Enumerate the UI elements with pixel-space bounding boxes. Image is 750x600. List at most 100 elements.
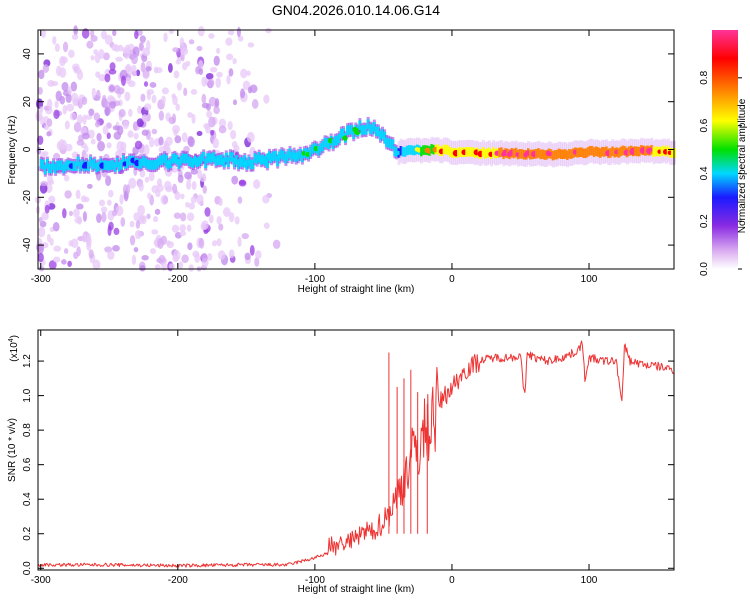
spectrogram-noise-cell — [125, 63, 132, 73]
spectrogram-noise-cell — [141, 113, 148, 123]
spectrogram-noise-cell — [160, 194, 169, 205]
spectrogram-noise-cell — [143, 81, 149, 87]
spectrogram-ridge-cell — [274, 150, 278, 161]
spectrogram-noise-cell — [179, 37, 185, 47]
spectrogram-noise-cell — [81, 28, 90, 39]
spectrogram-ridge-cell — [570, 149, 574, 159]
spectrogram-ridge-cell — [181, 153, 185, 163]
spectrogram-ridge-cell — [56, 160, 60, 171]
colorbar-tick-label: 0.4 — [699, 166, 710, 180]
spectrogram-ridge-cell — [333, 136, 337, 146]
spectrogram-noise-cell — [254, 257, 260, 267]
spectrogram-ridge-cell — [243, 155, 247, 165]
spectrogram-noise-cell — [80, 195, 87, 203]
spectrogram-ridge-cell — [381, 129, 385, 139]
spectrogram-noise-cell — [75, 189, 81, 200]
spectrogram-noise-cell — [124, 91, 131, 102]
spectrogram-ridge-cell — [119, 160, 123, 170]
spectrogram-ridge-cell — [337, 133, 341, 144]
spectrogram-noise-cell — [140, 61, 146, 73]
spectrogram-x-ticks: -300 -200 -100 0 100 — [31, 30, 598, 285]
spectrogram-x-tick-label: -100 — [305, 274, 325, 285]
spectrogram-ridge-cell — [391, 139, 395, 150]
spectrogram-noise-cell — [205, 72, 214, 80]
spectrogram-noise-cell — [88, 108, 95, 117]
spectrogram-noise-cell — [76, 114, 84, 124]
spectrogram-noise-cell — [209, 66, 218, 73]
spectrogram-ridge-cell — [446, 145, 450, 155]
spectrogram-noise-cell — [98, 199, 106, 207]
spectrogram-ridge-cell — [584, 148, 588, 158]
spectrogram-noise-cell — [134, 140, 143, 150]
spectrogram-noise-cell — [52, 221, 60, 232]
spectrogram-noise-cell — [156, 257, 163, 264]
snr-plot-area — [38, 330, 674, 570]
spectrogram-noise-cell — [151, 229, 159, 235]
spectrogram-ridge-cell — [518, 149, 522, 159]
spectrogram-noise-cell — [71, 92, 79, 103]
spectrogram-noise-cell — [71, 63, 80, 71]
spectrogram-ridge-cell — [619, 146, 623, 157]
spectrogram-noise-cell — [173, 249, 181, 261]
snr-panel: -300 -200 -100 0 100 0.0 0.2 0.4 0.6 0.8 1.0 1.2 H… — [7, 329, 675, 595]
spectrogram-noise-cell — [262, 194, 270, 204]
spectrogram-noise-cell — [69, 112, 77, 121]
spectrogram-noise-cell — [179, 224, 187, 232]
spectrogram-ridge-cell — [185, 153, 189, 164]
spectrogram-noise-cell — [112, 245, 120, 252]
spectrogram-noise-cell — [141, 254, 149, 261]
spectrogram-noise-cell — [46, 174, 53, 185]
spectrogram-ridge-cell — [89, 156, 93, 167]
spectrogram-noise-cell — [108, 68, 117, 75]
spectrogram-noise-cell — [94, 121, 101, 128]
colorbar-gradient — [712, 30, 738, 269]
spectrogram-noise-cell — [218, 223, 224, 231]
spectrogram-noise-cell — [139, 169, 146, 178]
spectrogram-ridge-cell — [138, 159, 142, 170]
spectrogram-y-ticks: -40 -20 0 20 40 — [22, 48, 674, 252]
spectrogram-noise-cell — [249, 84, 258, 94]
spectrogram-noise-cell — [107, 199, 112, 206]
spectrogram-ridge-cell — [436, 144, 440, 154]
spectrogram-ridge-cell — [638, 146, 642, 157]
spectrogram-noise-cell — [182, 62, 188, 71]
spectrogram-ridge-cell — [633, 146, 637, 156]
spectrogram-ridge-cell — [483, 149, 487, 159]
spectrogram-noise-cell — [216, 215, 222, 225]
spectrogram-ridge-cell — [553, 150, 557, 160]
spectrogram-ridge-cell — [228, 151, 232, 162]
spectrogram-noise-cell — [187, 136, 195, 148]
spectrogram-noise-cell — [62, 104, 68, 115]
spectrogram-ridge-cell — [300, 152, 304, 163]
spectrogram-noise-cell — [201, 93, 207, 104]
spectrogram-noise-cell — [196, 194, 204, 205]
spectrogram-noise-cell — [120, 217, 126, 227]
spectrogram-ridge-cell — [422, 145, 426, 155]
spectrogram-ridge-cell — [442, 144, 446, 155]
spectrogram-noise-cell — [88, 249, 94, 259]
spectrogram-ridge-cell — [654, 146, 658, 156]
spectrogram-noise-cell — [254, 250, 262, 260]
spectrogram-noise-cell — [67, 86, 72, 95]
spectrogram-x-tick-label: -300 — [31, 274, 51, 285]
spectrogram-ridge-cell — [512, 148, 516, 159]
snr-y-tick-label: 1.0 — [22, 388, 33, 402]
spectrogram-noise-cell — [181, 254, 189, 264]
spectrogram-noise-cell — [146, 91, 151, 101]
snr-marks — [37, 340, 675, 568]
spectrogram-noise-cell — [148, 171, 155, 182]
spectrogram-ridge-cell — [481, 147, 485, 157]
spectrogram-noise-cell — [204, 207, 211, 217]
spectrogram-ridge-cell — [325, 138, 329, 148]
spectrogram-noise-cell — [137, 204, 146, 216]
spectrogram-x-axis-label: Height of straight line (km) — [298, 284, 415, 295]
spectrogram-ridge-cell — [191, 158, 195, 168]
spectrogram-marks — [34, 25, 676, 272]
spectrogram-ridge-cell — [52, 160, 56, 171]
spectrogram-noise-cell — [129, 235, 136, 246]
spectrogram-noise-cell — [145, 66, 152, 72]
spectrogram-noise-cell — [188, 264, 194, 272]
snr-y-tick-label: 0.4 — [22, 492, 33, 506]
spectrogram-noise-cell — [35, 110, 43, 121]
